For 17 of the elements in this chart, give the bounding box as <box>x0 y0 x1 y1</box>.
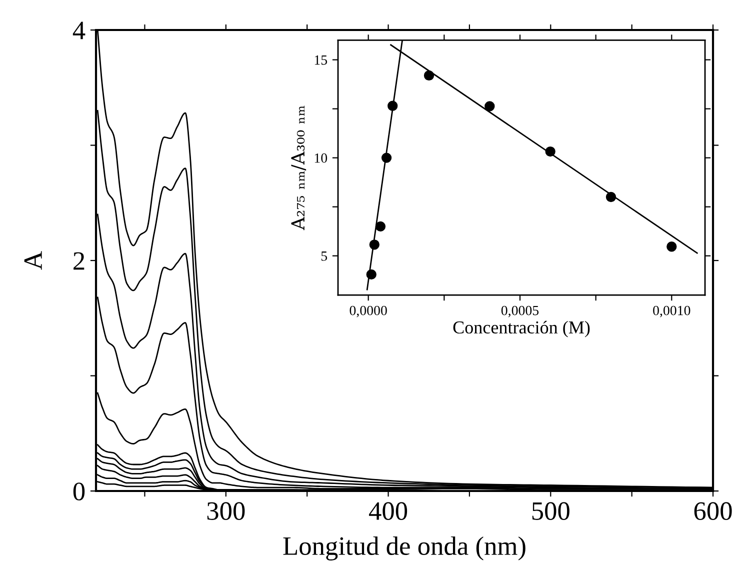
x-tick-label: 300 <box>207 502 245 520</box>
y-tick-label: 15 <box>314 55 328 65</box>
x-tick-label: 0,0005 <box>501 306 539 318</box>
y-tick-label: 5 <box>321 252 328 261</box>
y-axis-title: A₂₇₅ ₙₘ/A₃₀₀ ₙₘ <box>291 106 306 230</box>
x-tick-label: 0,0010 <box>653 306 690 318</box>
y-tick-label: 2 <box>74 252 84 270</box>
y-tick-label: 0 <box>73 482 85 500</box>
y-tick-label: 10 <box>314 153 328 163</box>
x-tick-label: 600 <box>694 502 732 520</box>
y-axis-title: A <box>24 251 42 270</box>
x-axis-title: Longitud de onda (nm) <box>283 536 526 560</box>
x-tick-label: 0,0000 <box>350 306 387 318</box>
y-tick-label: 4 <box>72 22 86 40</box>
x-axis-title: Concentración (M) <box>453 320 590 338</box>
x-tick-label: 400 <box>368 502 408 520</box>
x-tick-label: 500 <box>532 502 570 520</box>
